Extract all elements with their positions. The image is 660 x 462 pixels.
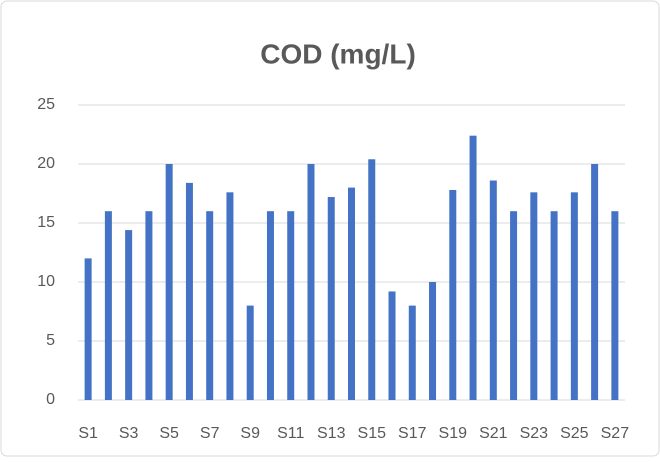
bar (611, 211, 619, 400)
bar (266, 211, 274, 400)
x-tick-label: S19 (439, 425, 468, 442)
bar (570, 192, 578, 400)
x-tick-label: S23 (520, 425, 549, 442)
bar (165, 164, 173, 400)
x-tick-label: S13 (317, 425, 346, 442)
bar (368, 159, 376, 400)
bar (206, 211, 214, 400)
bar (185, 182, 193, 400)
x-tick-label: S5 (159, 425, 179, 442)
bar (226, 192, 234, 400)
chart-title: COD (mg/L) (260, 38, 416, 69)
bar (327, 197, 335, 400)
bar (348, 187, 355, 400)
x-tick-label: S27 (601, 425, 630, 442)
bar (307, 164, 315, 400)
y-tick-label: 20 (37, 155, 55, 172)
bar (104, 211, 112, 400)
x-tick-label: S7 (200, 425, 220, 442)
x-tick-label: S3 (119, 425, 139, 442)
bar (510, 211, 518, 400)
y-tick-label: 5 (46, 332, 55, 349)
bar (429, 282, 437, 400)
bar (449, 189, 457, 400)
bar (530, 192, 538, 400)
bar (145, 211, 153, 400)
x-tick-label: S25 (560, 425, 589, 442)
y-tick-label: 15 (37, 214, 55, 231)
x-tick-label: S9 (240, 425, 260, 442)
x-tick-label: S17 (398, 425, 427, 442)
y-tick-label: 0 (46, 391, 55, 408)
bar (408, 305, 416, 400)
bar (388, 291, 396, 400)
bar (591, 164, 599, 400)
y-tick-label: 25 (37, 96, 55, 113)
bar (550, 211, 558, 400)
x-tick-label: S11 (277, 425, 304, 442)
x-tick-label: S1 (78, 425, 98, 442)
x-tick-label: S15 (358, 425, 387, 442)
y-tick-label: 10 (37, 273, 55, 290)
bar (287, 211, 295, 400)
bar (84, 258, 92, 400)
bar (489, 180, 497, 400)
bar (469, 135, 477, 400)
bar (246, 305, 254, 400)
x-tick-label: S21 (479, 425, 508, 442)
bar (125, 230, 133, 400)
